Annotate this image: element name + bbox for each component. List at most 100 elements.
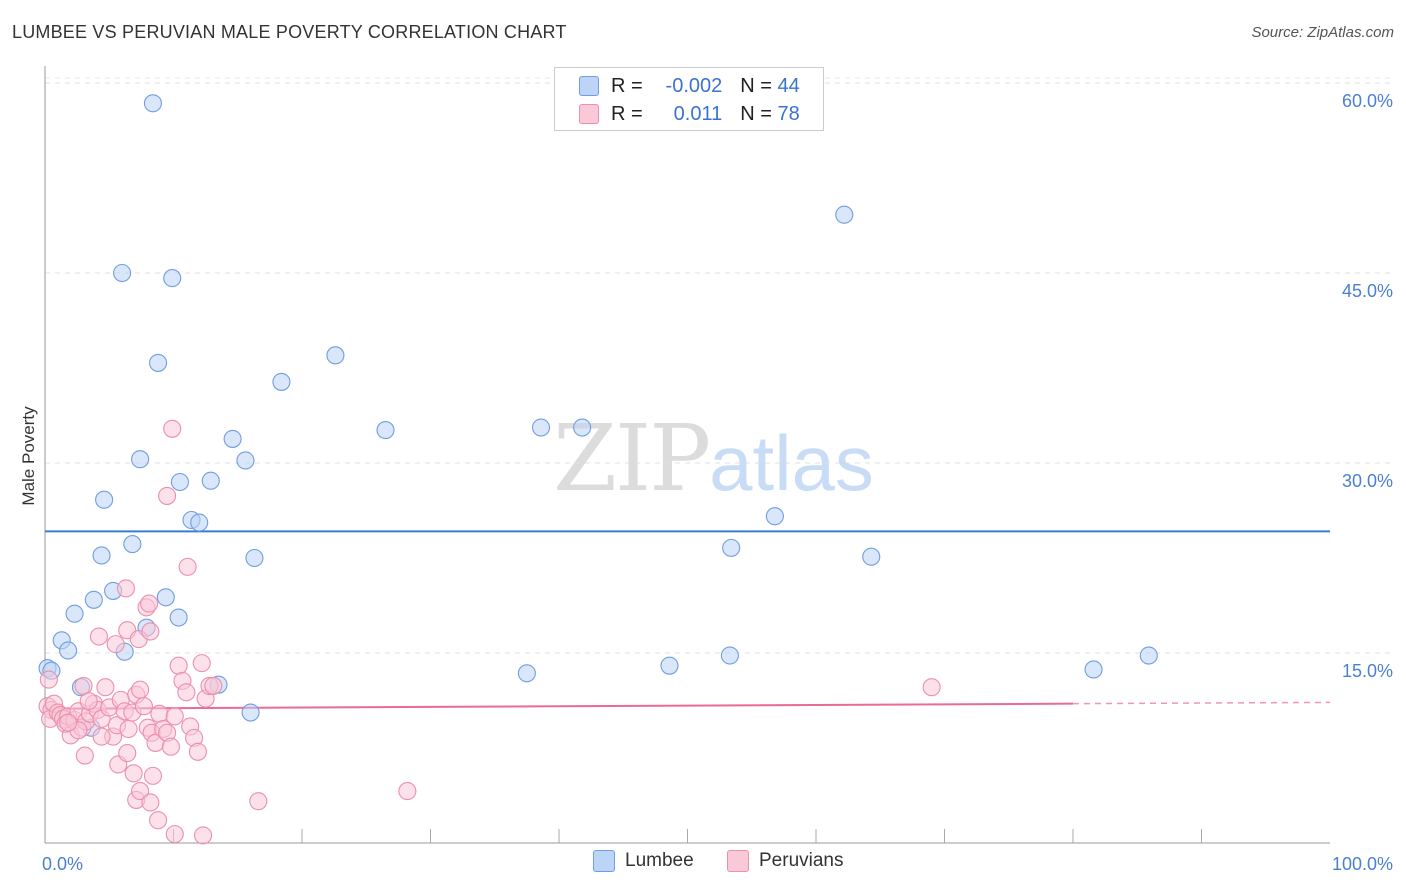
peruvians-point (106, 635, 125, 654)
peruvians-point (192, 654, 211, 673)
peruvians-point (124, 764, 143, 783)
x-tick-label: 0.0% (42, 854, 83, 874)
lumbee-point (123, 535, 142, 554)
lumbee-point (169, 608, 188, 627)
y-tick-label: 60.0% (1342, 91, 1393, 111)
lumbee-swatch-icon (593, 850, 615, 872)
lumbee-point (241, 703, 260, 722)
peruvians-trend-extension (1072, 701, 1331, 705)
lumbee-point (84, 590, 103, 609)
peruvians-point (118, 744, 137, 763)
lumbee-point (131, 450, 150, 469)
lumbee-point (156, 588, 175, 607)
peruvians-point (89, 627, 109, 646)
lumbee-point (531, 418, 551, 437)
peruvians-point (158, 486, 177, 505)
peruvians-point (74, 676, 93, 695)
lumbee-point (190, 513, 209, 532)
legend-label-lumbee: Lumbee (625, 850, 694, 871)
lumbee-point (59, 641, 78, 660)
lumbee-point (92, 546, 111, 565)
lumbee-point (95, 490, 114, 509)
peruvians-point (161, 737, 180, 756)
lumbee-point (376, 421, 395, 440)
y-tick-label: 45.0% (1342, 281, 1393, 301)
lumbee-point (862, 547, 881, 566)
lumbee-point (1084, 660, 1103, 679)
lumbee-point (223, 429, 242, 448)
peruvians-point (141, 622, 160, 641)
r-value: 0.011 (673, 102, 723, 125)
data-points (38, 94, 1158, 845)
y-tick-label: 15.0% (1342, 661, 1393, 681)
peruvians-point (249, 792, 268, 811)
legend-row-lumbee: R = -0.002 N = 44 (579, 73, 800, 99)
peruvians-point (178, 557, 197, 576)
lumbee-point (326, 346, 345, 365)
axes (44, 66, 1330, 844)
lumbee-point (201, 471, 220, 490)
peruvians-point (39, 670, 58, 689)
lumbee-point (245, 548, 264, 568)
peruvians-point (75, 746, 94, 765)
peruvians-point (140, 594, 159, 613)
peruvians-point (119, 719, 138, 739)
legend-label-peruvians: Peruvians (759, 850, 844, 871)
lumbee-point (722, 538, 741, 557)
lumbee-point (149, 353, 168, 372)
legend-item-lumbee[interactable]: Lumbee (593, 850, 694, 872)
r-value: -0.002 (665, 74, 723, 97)
peruvians-point (134, 697, 153, 716)
lumbee-point (573, 418, 592, 437)
gridlines (45, 77, 1395, 654)
lumbee-point (720, 646, 739, 665)
peruvians-point (59, 713, 78, 732)
lumbee-point (143, 94, 162, 113)
trend-lines (44, 530, 1331, 710)
n-label: N = (740, 102, 772, 125)
n-label: N = (740, 74, 772, 97)
r-label: R = (611, 74, 643, 97)
lumbee-swatch-icon (579, 76, 599, 96)
lumbee-point (1139, 646, 1158, 665)
lumbee-point (517, 664, 536, 683)
peruvians-point (204, 676, 223, 695)
peruvians-point (116, 579, 136, 598)
peruvians-point (149, 811, 168, 830)
tick-labels: 15.0% 30.0% 45.0% 60.0% 0.0% 100.0% (42, 91, 1393, 874)
lumbee-point (170, 472, 189, 492)
lumbee-point (835, 205, 854, 224)
n-value: 44 (777, 74, 800, 97)
peruvians-swatch-icon (579, 104, 599, 124)
lumbee-point (163, 269, 182, 288)
peruvians-point (163, 419, 182, 438)
r-label: R = (611, 102, 643, 125)
peruvians-point (150, 704, 169, 723)
peruvians-point (96, 678, 115, 697)
peruvians-point (165, 707, 184, 726)
n-value: 78 (777, 102, 800, 125)
lumbee-point (765, 507, 784, 526)
chart-title: LUMBEE VS PERUVIAN MALE POVERTY CORRELAT… (12, 22, 567, 42)
series-legend: Lumbee Peruvians (0, 850, 1406, 878)
peruvians-point (194, 826, 213, 845)
peruvians-point (143, 766, 162, 785)
peruvians-point (141, 793, 160, 812)
peruvians-point (165, 825, 184, 844)
peruvians-point (922, 678, 941, 697)
peruvians-point (169, 656, 188, 675)
y-tick-label: 30.0% (1342, 471, 1393, 491)
lumbee-point (113, 263, 132, 283)
peruvians-point (92, 727, 111, 746)
peruvians-swatch-icon (727, 850, 749, 872)
lumbee-point (65, 604, 84, 623)
legend-row-peruvians: R = 0.011 N = 78 (579, 101, 800, 127)
lumbee-point (272, 372, 291, 391)
peruvians-point (79, 692, 98, 711)
lumbee-point (660, 656, 679, 675)
legend-item-peruvians[interactable]: Peruvians (727, 850, 844, 872)
correlation-legend: R = -0.002 N = 44 R = 0.011 N = 78 (554, 67, 824, 131)
peruvians-point (188, 742, 207, 761)
peruvians-point (177, 683, 196, 702)
